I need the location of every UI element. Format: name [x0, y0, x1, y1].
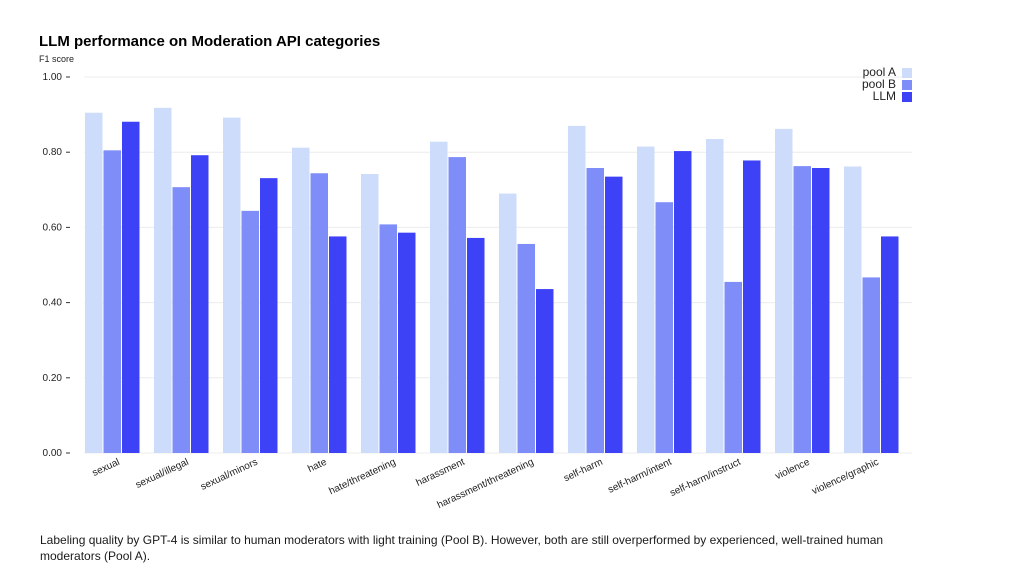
bar-llm-self-harm-intent [674, 151, 692, 453]
bar-llm-sexual-minors [260, 178, 278, 454]
y-axis-ticks: 0.00 0.20 0.40 0.60 0.80 1.00 [43, 72, 70, 459]
bar-pool-b-violence [793, 166, 811, 453]
x-tick-label: sexual/minors [199, 457, 260, 493]
gridlines [84, 76, 912, 454]
x-tick-label: sexual/illegal [134, 457, 191, 491]
x-tick-label: harassment [415, 457, 467, 489]
x-tick-label: hate [306, 457, 329, 475]
bar-llm-sexual [122, 121, 140, 453]
bar-pool-a-harassment [430, 141, 448, 453]
bar-pool-a-harassment-threatening [499, 193, 517, 453]
bar-pool-a-sexual-minors [223, 117, 241, 453]
bar-pool-b-sexual-minors [241, 210, 259, 453]
bar-pool-a-hate [292, 147, 310, 454]
x-tick-label: violence/graphic [810, 457, 880, 498]
bar-pool-a-self-harm-instruct [706, 139, 724, 454]
bar-pool-a-hate-threatening [361, 174, 379, 453]
bar-pool-a-self-harm-intent [637, 146, 655, 453]
bar-pool-a-sexual [85, 112, 103, 453]
y-tick-label: 0.20 [43, 373, 63, 384]
bar-llm-self-harm-instruct [743, 160, 761, 454]
x-tick-label: sexual [91, 457, 122, 479]
chart-caption: Labeling quality by GPT-4 is similar to … [40, 533, 884, 563]
x-tick-label: self-harm/instruct [668, 457, 742, 499]
bar-llm-harassment [467, 237, 485, 453]
y-tick-label: 0.80 [43, 147, 63, 158]
bar-llm-harassment-threatening [536, 289, 554, 453]
legend-label: pool B [862, 77, 896, 91]
legend-swatch [902, 92, 912, 102]
legend-swatch [902, 68, 912, 78]
legend-label: pool A [863, 65, 896, 79]
x-tick-label: self-harm [562, 457, 604, 485]
bar-pool-a-violence [775, 128, 793, 453]
bar-chart: F1 score 0.00 0.20 0.40 0.60 0.80 1.00 sexual… [39, 54, 912, 512]
bar-pool-b-harassment-threatening [517, 243, 535, 453]
x-tick-label: violence [774, 457, 812, 483]
bar-llm-self-harm [605, 176, 623, 453]
bar-pool-b-sexual-illegal [172, 187, 190, 453]
bar-pool-a-sexual-illegal [154, 107, 172, 453]
bar-llm-hate [329, 236, 347, 453]
bar-llm-sexual-illegal [191, 155, 209, 453]
y-axis-label: F1 score [39, 54, 74, 64]
bar-pool-b-hate-threatening [379, 224, 397, 453]
bar-pool-b-self-harm-intent [655, 202, 673, 453]
legend-swatch [902, 80, 912, 90]
bar-pool-b-hate [310, 173, 328, 454]
x-tick-label: self-harm/intent [606, 457, 673, 496]
y-tick-label: 0.00 [43, 448, 63, 459]
y-tick-label: 0.40 [43, 298, 63, 309]
bar-pool-b-harassment [448, 157, 466, 453]
bar-pool-b-self-harm-instruct [724, 281, 742, 453]
bar-pool-b-sexual [103, 150, 121, 453]
x-tick-label: hate/threatening [327, 457, 397, 498]
bar-llm-hate-threatening [398, 232, 416, 453]
bar-pool-b-violence-graphic [862, 277, 880, 453]
bar-llm-violence-graphic [881, 236, 899, 453]
bar-pool-a-violence-graphic [844, 166, 862, 453]
bar-pool-b-self-harm [586, 167, 604, 453]
bar-pool-a-self-harm [568, 125, 586, 453]
y-tick-label: 1.00 [43, 72, 63, 83]
chart-title: LLM performance on Moderation API catego… [39, 33, 381, 50]
bar-llm-violence [812, 167, 830, 453]
y-tick-label: 0.60 [43, 222, 63, 233]
legend-label: LLM [873, 89, 896, 103]
x-axis-ticks: sexual sexual/illegal sexual/minors hatehat… [91, 457, 881, 512]
bars [85, 107, 899, 454]
